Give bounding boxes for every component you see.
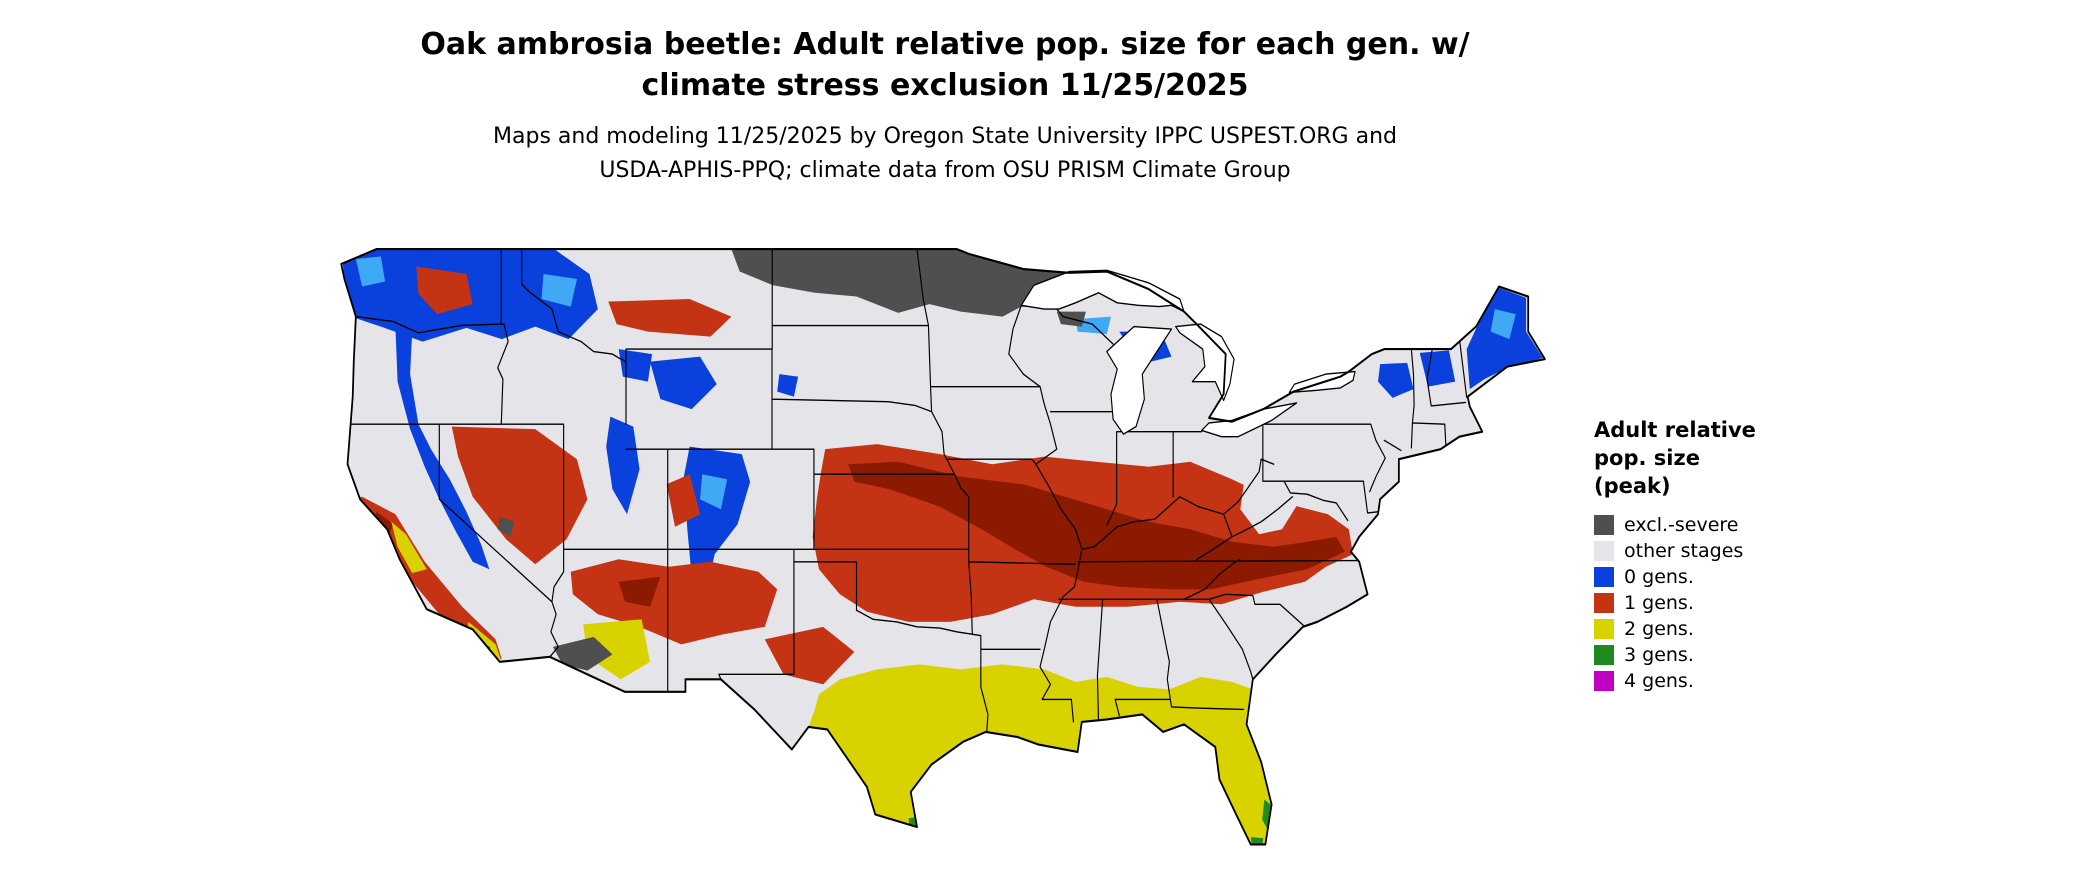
lake-erie: [1201, 402, 1298, 438]
legend-label: 2 gens.: [1624, 618, 1694, 640]
legend-swatch: [1594, 567, 1614, 587]
conus-outline: [340, 247, 1546, 846]
legend-label: other stages: [1624, 540, 1744, 562]
figure-subtitle-line-2: USDA-APHIS-PPQ; climate data from OSU PR…: [599, 158, 1291, 183]
figure-subtitle: Maps and modeling 11/25/2025 by Oregon S…: [0, 120, 1890, 188]
legend-item: excl.-severe: [1594, 512, 1924, 538]
figure-title-line-1: Oak ambrosia beetle: Adult relative pop.…: [420, 27, 1470, 62]
lake-huron: [1175, 323, 1235, 402]
legend-swatch: [1594, 593, 1614, 613]
us-map: [340, 247, 1546, 846]
legend-item: 2 gens.: [1594, 616, 1924, 642]
legend-items: excl.-severe other stages 0 gens. 1 gens. 2 …: [1594, 512, 1924, 694]
map-container: [335, 224, 1553, 886]
legend-title: Adult relative pop. size (peak): [1594, 416, 1924, 500]
legend-swatch: [1594, 515, 1614, 535]
region-excl-severe: [497, 249, 1086, 671]
legend-label: 4 gens.: [1624, 670, 1694, 692]
legend-label: 0 gens.: [1624, 566, 1694, 588]
state-borders: [351, 249, 1468, 732]
legend-title-line-2: pop. size: [1594, 446, 1700, 470]
legend-item: 1 gens.: [1594, 590, 1924, 616]
region-2-gens: [391, 521, 1272, 845]
legend-swatch: [1594, 645, 1614, 665]
region-other-stages-overlay: [508, 376, 1301, 535]
map-layers: [340, 247, 1546, 846]
legend-label: 1 gens.: [1624, 592, 1694, 614]
legend-item: 4 gens.: [1594, 668, 1924, 694]
figure-subtitle-line-1: Maps and modeling 11/25/2025 by Oregon S…: [493, 124, 1397, 149]
legend: Adult relative pop. size (peak) excl.-se…: [1594, 416, 1924, 694]
legend-item: other stages: [1594, 538, 1924, 564]
legend-label: excl.-severe: [1624, 514, 1739, 536]
legend-label: 3 gens.: [1624, 644, 1694, 666]
population-regions: [341, 249, 1543, 845]
figure-title-line-2: climate stress exclusion 11/25/2025: [641, 68, 1249, 103]
legend-item: 3 gens.: [1594, 642, 1924, 668]
legend-title-line-1: Adult relative: [1594, 418, 1756, 442]
lake-superior: [1020, 269, 1185, 313]
legend-title-line-3: (peak): [1594, 474, 1671, 498]
region-0-gens-light: [355, 256, 1516, 510]
legend-swatch: [1594, 671, 1614, 691]
legend-swatch: [1594, 541, 1614, 561]
legend-swatch: [1594, 619, 1614, 639]
legend-item: 0 gens.: [1594, 564, 1924, 590]
lake-michigan: [1106, 325, 1173, 435]
figure-title: Oak ambrosia beetle: Adult relative pop.…: [0, 24, 1890, 106]
